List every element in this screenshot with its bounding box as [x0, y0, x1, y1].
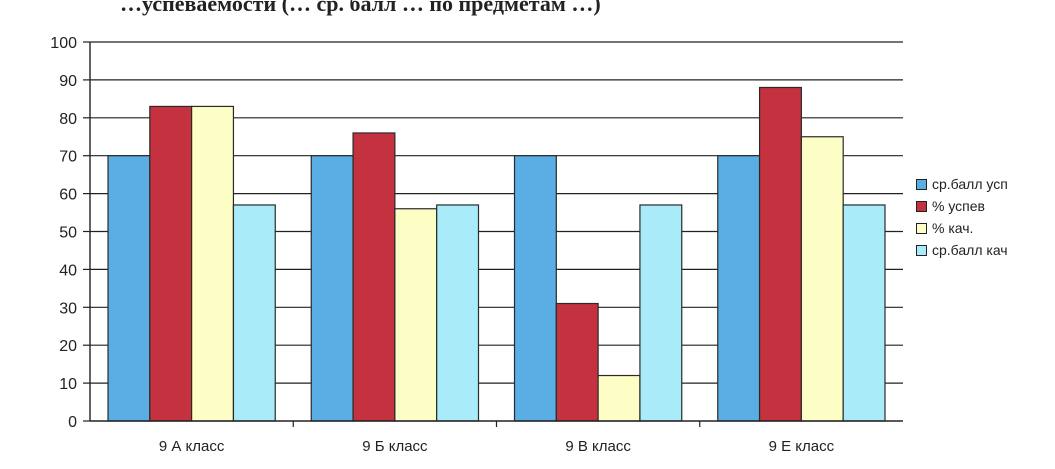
- y-tick-label: 100: [50, 35, 77, 52]
- legend-item: % кач.: [916, 217, 1008, 239]
- bar: [310, 155, 354, 422]
- legend-item: ср.балл усп: [916, 173, 1008, 195]
- y-tick-labels: 0 10 20 30 40 50 60 70 80 90 100: [50, 35, 77, 431]
- legend-label: ср.балл усп: [932, 176, 1008, 192]
- y-tick-label: 20: [59, 338, 77, 355]
- legend-label: ср.балл кач: [932, 242, 1008, 258]
- bar: [232, 204, 276, 422]
- chart-title: …успеваемости (… ср. балл … по предметам…: [120, 0, 601, 16]
- y-tick-label: 70: [59, 149, 77, 166]
- bar: [555, 302, 599, 422]
- legend-label: % кач.: [932, 220, 974, 236]
- y-tick-label: 60: [59, 187, 77, 204]
- bar: [394, 208, 438, 422]
- bar: [513, 155, 557, 422]
- y-tick-label: 40: [59, 262, 77, 279]
- bar: [758, 86, 802, 422]
- bar: [352, 132, 396, 422]
- x-tick-labels: 9 А класс 9 Б класс 9 В класс 9 Е класс: [159, 438, 835, 455]
- legend-label: % успев: [932, 198, 985, 214]
- bar: [800, 136, 844, 422]
- y-tick-label: 90: [59, 73, 77, 90]
- legend-swatch: [916, 178, 927, 190]
- legend-item: % успев: [916, 195, 1008, 217]
- y-tick-label: 30: [59, 300, 77, 317]
- bar: [597, 374, 641, 422]
- bars: [107, 86, 886, 422]
- x-tick-label: 9 Е класс: [769, 438, 835, 455]
- legend-item: ср.балл кач: [916, 239, 1008, 261]
- legend-swatch: [916, 244, 927, 256]
- y-tick-label: 0: [68, 414, 77, 431]
- bar: [149, 105, 193, 422]
- axes: [83, 41, 903, 427]
- bar: [842, 204, 886, 422]
- y-tick-label: 50: [59, 225, 77, 242]
- bar: [436, 204, 480, 422]
- x-tick-label: 9 Б класс: [362, 438, 428, 455]
- bar: [717, 155, 761, 422]
- bar: [191, 105, 235, 422]
- legend: ср.балл усп % успев % кач. ср.балл кач: [916, 173, 1008, 261]
- legend-swatch: [916, 200, 927, 212]
- x-tick-label: 9 В класс: [565, 438, 631, 455]
- x-tick-label: 9 А класс: [159, 438, 225, 455]
- y-tick-label: 80: [59, 111, 77, 128]
- bar: [639, 204, 683, 422]
- legend-swatch: [916, 222, 927, 234]
- bar: [107, 155, 151, 422]
- y-tick-label: 10: [59, 376, 77, 393]
